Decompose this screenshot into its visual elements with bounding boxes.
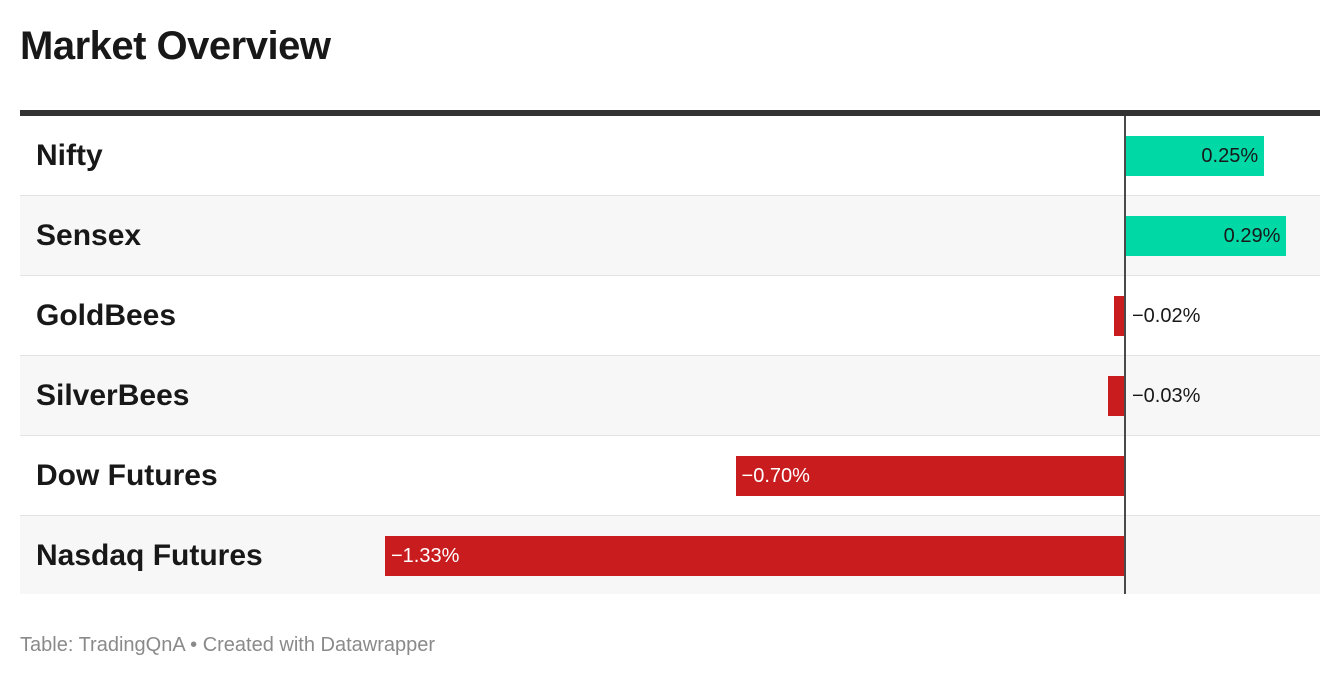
footer-credit: Created with Datawrapper	[202, 634, 436, 656]
data-label: −1.33%	[390, 545, 460, 567]
footer-separator: •	[190, 634, 198, 656]
bar	[1125, 136, 1265, 176]
table-row: Sensex 0.29%	[20, 196, 1320, 276]
data-label: 0.29%	[1223, 225, 1281, 247]
footer-source: Table: TradingQnA	[20, 634, 185, 656]
zero-axis-line	[1124, 116, 1126, 594]
row-label: Dow Futures	[36, 459, 218, 492]
row-label: GoldBees	[36, 299, 177, 332]
bar-area: −0.02%	[20, 276, 1320, 355]
footer: Table: TradingQnA • Created with Datawra…	[20, 634, 435, 657]
table-row: GoldBees −0.02%	[20, 276, 1320, 356]
bar	[1113, 296, 1125, 336]
bar	[384, 536, 1125, 576]
row-label: Nasdaq Futures	[36, 539, 263, 572]
table-row: Dow Futures −0.70%	[20, 436, 1320, 516]
table-row: Nasdaq Futures −1.33%	[20, 516, 1320, 594]
table-row: Nifty 0.25%	[20, 116, 1320, 196]
row-label: Sensex	[36, 219, 142, 252]
row-label: Nifty	[36, 139, 103, 172]
bar-area: −0.03%	[20, 356, 1320, 435]
bar-area: 0.25%	[20, 116, 1320, 195]
bar-area: −0.70%	[20, 436, 1320, 515]
market-table: Nifty 0.25% Sensex 0.29% GoldBees −0.02% Silve…	[20, 110, 1320, 594]
bar-area: −1.33%	[20, 516, 1320, 594]
page-title: Market Overview	[20, 24, 331, 68]
data-label: −0.70%	[741, 465, 810, 487]
bar	[1108, 376, 1125, 416]
bar-area: 0.29%	[20, 196, 1320, 275]
bar	[735, 456, 1125, 496]
data-label: −0.03%	[1132, 385, 1201, 407]
row-label: SilverBees	[36, 379, 190, 412]
bar	[1125, 216, 1287, 256]
table-row: SilverBees −0.03%	[20, 356, 1320, 436]
data-label: 0.25%	[1201, 145, 1259, 167]
data-label: −0.02%	[1132, 305, 1201, 327]
